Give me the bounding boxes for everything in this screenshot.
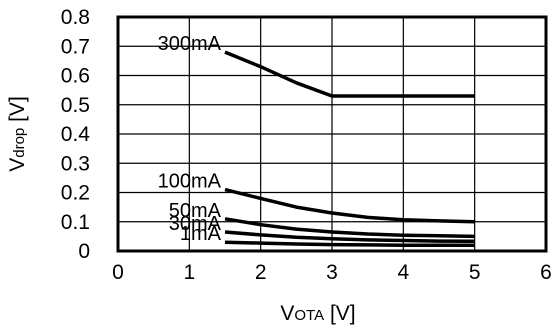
y-tick-label: 0.7 xyxy=(61,35,90,58)
series-line-30mA xyxy=(224,230,475,244)
y-tick-label: 0.1 xyxy=(61,211,90,234)
x-tick-label: 0 xyxy=(112,261,124,284)
y-axis-title-unit: [V] xyxy=(6,96,29,128)
y-tick-labels: 0 0.1 0.2 0.3 0.4 0.5 0.6 0.7 0.8 xyxy=(61,6,91,263)
x-tick-label: 3 xyxy=(326,261,338,284)
x-tick-label: 5 xyxy=(469,261,481,284)
plot-frame xyxy=(116,15,548,253)
x-axis-title-sub: OTA xyxy=(294,307,324,324)
y-tick-label: 0.2 xyxy=(61,182,90,205)
series-line-100mA xyxy=(224,187,475,224)
y-tick-label: 0.6 xyxy=(61,65,90,88)
x-tick-label: 1 xyxy=(183,261,195,284)
x-axis-title-main: V xyxy=(280,302,294,325)
grid xyxy=(117,16,547,252)
series-line-1mA xyxy=(224,240,475,247)
x-axis-title-unit: [V] xyxy=(324,302,356,325)
y-tick-label: 0 xyxy=(78,240,90,263)
series-label-100mA: 100mA xyxy=(158,171,222,193)
series-lines xyxy=(224,50,475,247)
series-label-50mA: 50mA xyxy=(169,200,222,222)
y-axis-title-main: V xyxy=(6,158,29,172)
x-tick-label: 2 xyxy=(255,261,267,284)
y-tick-label: 0.5 xyxy=(61,94,90,117)
series-label-300mA: 300mA xyxy=(158,33,222,55)
y-tick-label: 0.4 xyxy=(61,123,91,146)
y-axis-title-sub: drop xyxy=(11,128,28,158)
x-tick-label: 6 xyxy=(540,261,552,284)
series-label-30mA: 30mA xyxy=(169,213,222,235)
y-tick-label: 0.3 xyxy=(61,152,90,175)
y-axis-title: Vdrop [V] xyxy=(6,96,29,172)
x-axis-title: VOTA [V] xyxy=(280,302,355,325)
series-line-300mA xyxy=(224,50,475,98)
y-tick-label: 0.8 xyxy=(61,6,90,29)
x-tick-label: 4 xyxy=(397,261,409,284)
series-line-50mA xyxy=(224,217,475,239)
series-label-1mA: 1mA xyxy=(180,223,222,245)
x-tick-labels: 0 1 2 3 4 5 6 xyxy=(112,261,552,284)
